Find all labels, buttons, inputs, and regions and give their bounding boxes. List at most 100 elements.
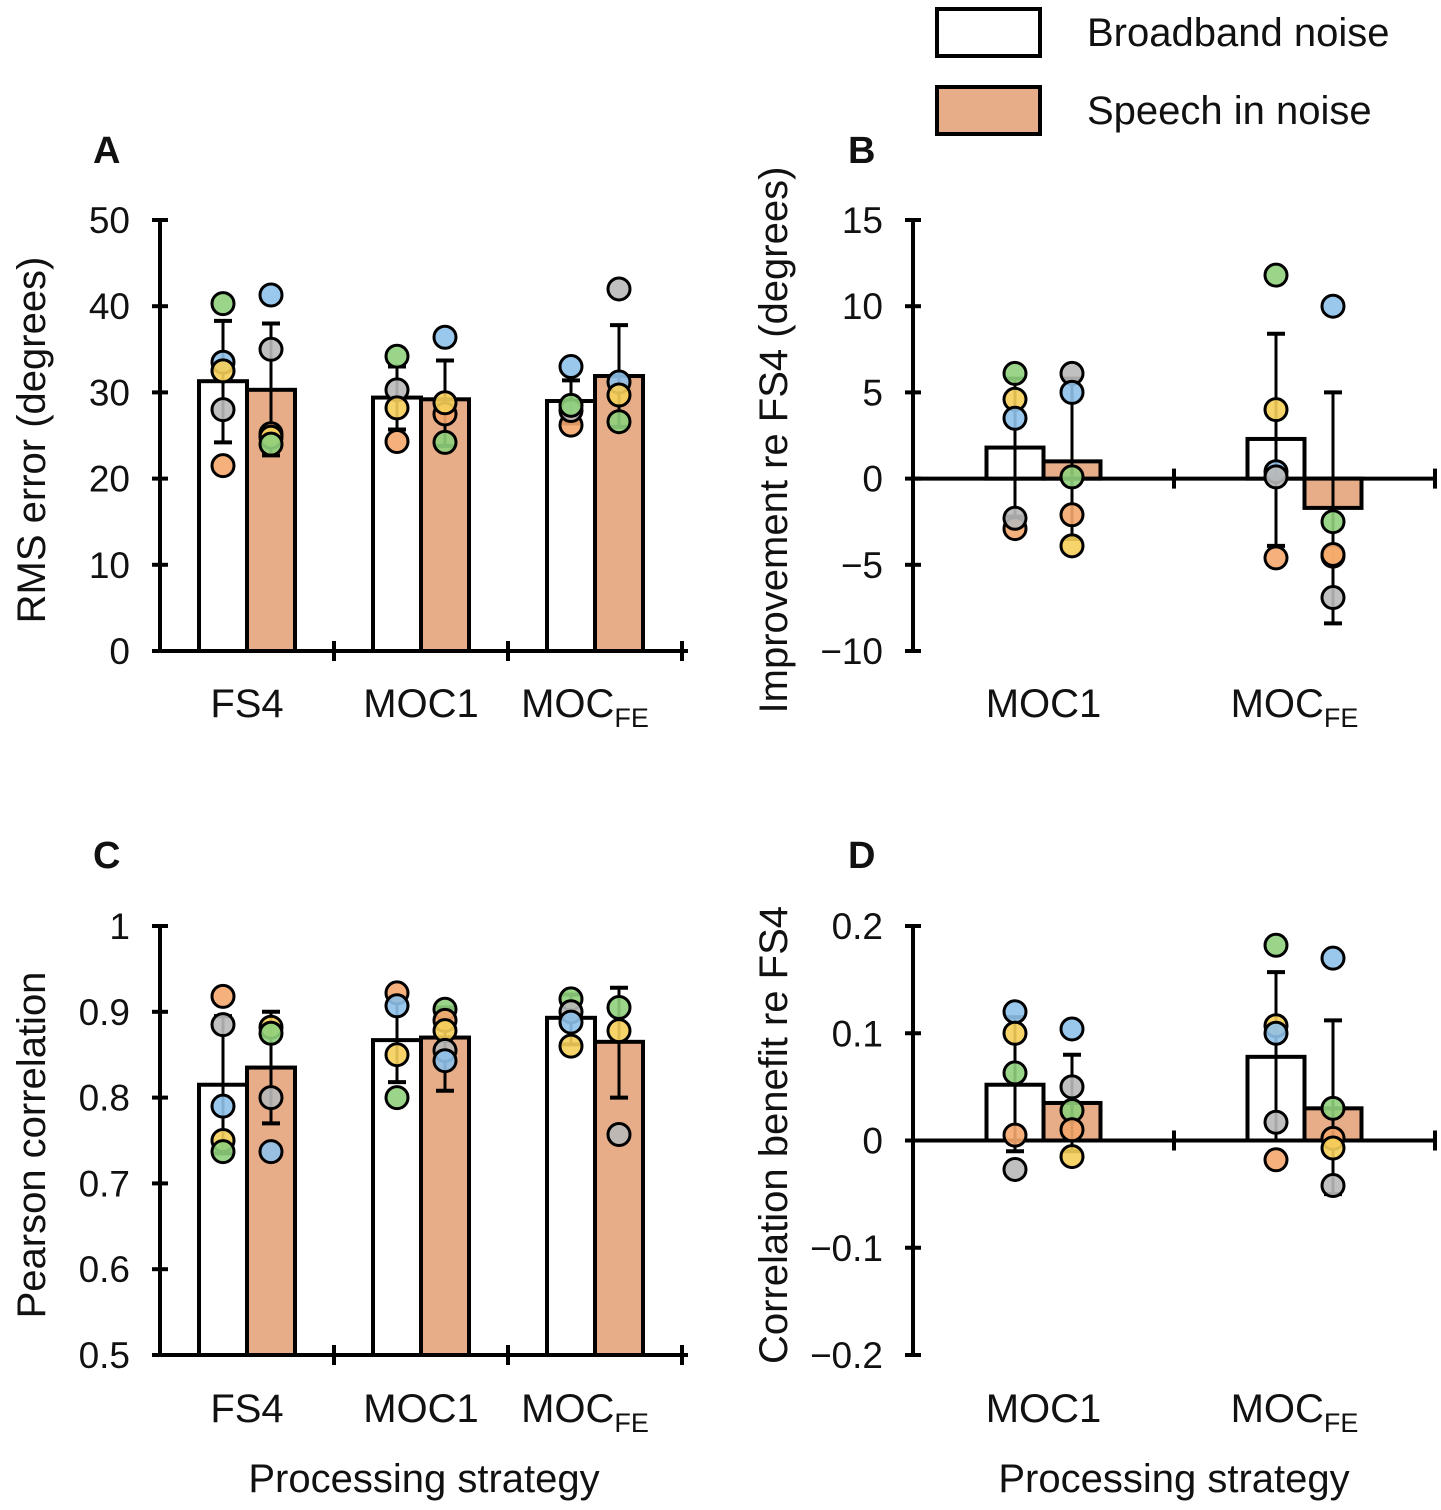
category-main: MOC	[521, 682, 614, 726]
data-point-green	[258, 1020, 284, 1046]
y-tick-label: −10	[820, 631, 883, 672]
data-point-green	[558, 392, 584, 418]
legend-label-broadband: Broadband noise	[1087, 11, 1389, 55]
panel-d: D −0.2 −0.1 0 0.1 0.2 Correlation benefit re F…	[752, 835, 1437, 1501]
panel-b: B −10 −5 0 5 10 15 Improvement re FS4 (degrees)…	[752, 130, 1437, 733]
data-point-blue	[258, 1139, 284, 1165]
data-point-blue	[432, 324, 458, 350]
legend-label-speech: Speech in noise	[1087, 89, 1372, 133]
x-category-label: MOCFE	[1231, 1387, 1359, 1438]
data-point-gray	[1320, 1173, 1346, 1199]
data-point-blue	[558, 354, 584, 380]
data-point-yellow	[1002, 1020, 1028, 1046]
x-category-label: MOC1	[986, 1387, 1102, 1431]
y-axis-label: RMS error (degrees)	[10, 257, 54, 624]
x-axis-label: Processing strategy	[248, 1457, 599, 1501]
data-point-yellow	[432, 390, 458, 416]
data-point-green	[606, 409, 632, 435]
data-point-green	[1263, 932, 1289, 958]
x-category-label: FS4	[210, 1387, 283, 1431]
category-main: MOC1	[363, 1387, 479, 1431]
y-axis-label: Pearson correlation	[10, 972, 54, 1319]
data-point-green	[1320, 509, 1346, 535]
legend: Broadband noise Speech in noise	[935, 7, 1389, 136]
data-point-orange	[1263, 1147, 1289, 1173]
y-tick-label: −0.2	[810, 1335, 883, 1376]
y-tick-label: 1	[109, 906, 130, 947]
data-point-gray	[1002, 505, 1028, 531]
data-point-blue	[1059, 1016, 1085, 1042]
x-category-label: FS4	[210, 682, 283, 726]
category-subscript: FE	[1324, 1408, 1359, 1438]
x-category-label: MOCFE	[1231, 682, 1359, 733]
category-main: MOC	[1231, 682, 1324, 726]
category-main: MOC1	[986, 1387, 1102, 1431]
category-main: MOC	[1231, 1387, 1324, 1431]
data-point-yellow	[606, 382, 632, 408]
data-point-gray	[258, 336, 284, 362]
y-tick-label: 50	[89, 200, 130, 241]
panel-a: A 0 10 20 30 40 50 RMS error (degrees) FS4 MOC1 MO…	[10, 130, 688, 733]
data-point-yellow	[558, 1033, 584, 1059]
y-axis-label: Correlation benefit re FS4	[752, 906, 796, 1364]
y-tick-label: 0	[862, 1121, 883, 1162]
x-category-label: MOC1	[986, 682, 1102, 726]
data-point-green	[258, 431, 284, 457]
data-point-green	[1059, 464, 1085, 490]
panel-letter: A	[93, 130, 120, 172]
data-point-orange	[1059, 502, 1085, 528]
category-subscript: FE	[614, 1408, 649, 1438]
y-tick-label: 0.9	[79, 992, 130, 1033]
data-point-green	[210, 291, 236, 317]
legend-swatch-speech	[935, 85, 1042, 136]
y-tick-label: 30	[89, 372, 130, 413]
data-point-orange	[1002, 1122, 1028, 1148]
y-tick-label: −5	[841, 545, 883, 586]
y-tick-label: 20	[89, 459, 130, 500]
data-point-green	[432, 429, 458, 455]
x-category-label: MOC1	[363, 1387, 479, 1431]
data-point-green	[606, 995, 632, 1021]
y-tick-label: 0.7	[79, 1163, 130, 1204]
category-main: MOC1	[363, 682, 479, 726]
data-point-gray	[1263, 464, 1289, 490]
panel-letter: C	[93, 835, 120, 877]
category-main: FS4	[210, 682, 283, 726]
y-tick-label: 0	[862, 459, 883, 500]
data-point-orange	[1059, 1117, 1085, 1143]
data-point-orange	[1263, 545, 1289, 571]
data-point-green	[1263, 262, 1289, 288]
data-point-blue	[1002, 999, 1028, 1025]
data-point-gray	[606, 1121, 632, 1147]
category-main: FS4	[210, 1387, 283, 1431]
y-tick-label: −0.1	[810, 1228, 883, 1269]
data-point-blue	[1059, 379, 1085, 405]
x-category-label: MOC1	[363, 682, 479, 726]
data-point-gray	[258, 1085, 284, 1111]
data-point-orange	[210, 453, 236, 479]
data-point-orange	[384, 429, 410, 455]
category-main: MOC1	[986, 682, 1102, 726]
data-point-green	[210, 1139, 236, 1165]
data-point-yellow	[1059, 1144, 1085, 1170]
data-point-blue	[384, 993, 410, 1019]
y-tick-label: 0.8	[79, 1078, 130, 1119]
legend-swatch-broadband	[935, 7, 1042, 58]
data-point-green	[1320, 1095, 1346, 1121]
data-point-blue	[1320, 945, 1346, 971]
data-point-yellow	[384, 1042, 410, 1068]
y-tick-label: 10	[89, 545, 130, 586]
data-point-yellow	[606, 1018, 632, 1044]
y-tick-label: 0	[109, 631, 130, 672]
data-point-gray	[210, 1012, 236, 1038]
x-axis-label: Processing strategy	[998, 1457, 1349, 1501]
data-point-yellow	[210, 358, 236, 384]
data-point-yellow	[384, 395, 410, 421]
y-tick-label: 0.5	[79, 1335, 130, 1376]
bar-broadband	[545, 1015, 597, 1358]
y-tick-label: 0.2	[832, 906, 883, 947]
data-point-orange	[210, 983, 236, 1009]
bar-speech	[245, 387, 297, 653]
y-tick-label: 5	[862, 372, 883, 413]
